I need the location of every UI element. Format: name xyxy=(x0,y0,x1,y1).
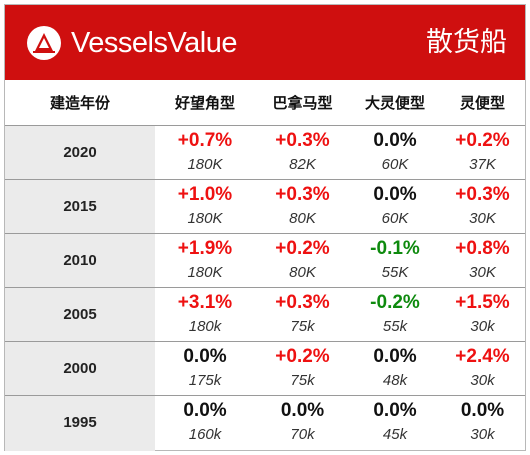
value-cell-supramax: 0.0% 48k xyxy=(350,342,440,395)
value-cell-panamax: +0.2% 80K xyxy=(255,234,350,287)
value-change-percent: 0.0% xyxy=(373,184,417,205)
vessel-size-dwt: 180K xyxy=(187,264,223,281)
value-cell-capesize: +0.7% 180K xyxy=(155,126,255,179)
build-year-cell: 2010 xyxy=(5,234,155,287)
build-year-cell: 1995 xyxy=(5,396,155,451)
vessel-size-dwt: 37K xyxy=(469,156,496,173)
value-change-percent: +0.3% xyxy=(275,184,330,205)
column-header-row: 建造年份 好望角型 巴拿马型 大灵便型 灵便型 xyxy=(5,80,525,126)
value-change-percent: +3.1% xyxy=(177,292,233,313)
value-cell-panamax: +0.3% 75k xyxy=(255,288,350,341)
value-cell-supramax: 0.0% 60K xyxy=(350,126,440,179)
value-change-percent: +0.2% xyxy=(455,130,510,151)
vessel-size-dwt: 175k xyxy=(188,372,222,389)
vessel-size-dwt: 82K xyxy=(289,156,316,173)
vessel-size-dwt: 60K xyxy=(381,210,409,227)
value-change-percent: 0.0% xyxy=(373,346,417,367)
vessel-size-dwt: 30k xyxy=(470,426,495,443)
table-row: 2020 +0.7% 180K +0.3% 82K 0.0% 60K +0.2% 37K xyxy=(5,126,525,180)
value-cell-panamax: +0.3% 80K xyxy=(255,180,350,233)
value-cell-supramax: 0.0% 60K xyxy=(350,180,440,233)
value-cell-handysize: +1.5% 30k xyxy=(440,288,525,341)
vessel-size-dwt: 45k xyxy=(382,426,408,443)
value-change-percent: +1.5% xyxy=(455,292,510,313)
vessel-size-dwt: 30k xyxy=(470,372,495,389)
value-change-percent: 0.0% xyxy=(373,400,417,421)
vessel-size-dwt: 60K xyxy=(381,156,409,173)
vesselsvalue-logo-icon xyxy=(27,26,61,60)
vessel-size-dwt: 30K xyxy=(469,264,496,281)
value-change-percent: 0.0% xyxy=(183,346,227,367)
build-year-cell: 2000 xyxy=(5,342,155,395)
page-title: 散货船 xyxy=(426,27,507,58)
column-header-panamax: 巴拿马型 xyxy=(272,94,333,112)
vessel-size-dwt: 80K xyxy=(289,210,316,227)
table-row: 2015 +1.0% 180K +0.3% 80K 0.0% 60K +0.3% 30K xyxy=(5,180,525,234)
vessel-size-dwt: 80K xyxy=(289,264,316,281)
value-change-percent: +0.3% xyxy=(275,130,330,151)
value-cell-panamax: 0.0% 70k xyxy=(255,396,350,451)
value-change-percent: +0.8% xyxy=(455,238,510,259)
build-year-cell: 2020 xyxy=(5,126,155,179)
vessel-size-dwt: 75k xyxy=(290,372,315,389)
build-year-cell: 2005 xyxy=(5,288,155,341)
vessel-size-dwt: 70k xyxy=(290,426,315,443)
table-row: 2010 +1.9% 180K +0.2% 80K -0.1% 55K +0.8% 30K xyxy=(5,234,525,288)
vessel-value-table: VesselsValue 散货船 建造年份 好望角型 巴拿马型 大灵便型 灵便型… xyxy=(4,4,526,451)
value-cell-capesize: +3.1% 180k xyxy=(155,288,255,341)
value-change-percent: 0.0% xyxy=(280,400,325,421)
value-cell-capesize: +1.0% 180K xyxy=(155,180,255,233)
table-row: 2005 +3.1% 180k +0.3% 75k -0.2% 55k +1.5% 30k xyxy=(5,288,525,342)
column-header-supramax: 大灵便型 xyxy=(364,94,425,112)
value-cell-handysize: 0.0% 30k xyxy=(440,396,525,451)
value-cell-panamax: +0.2% 75k xyxy=(255,342,350,395)
value-change-percent: +0.2% xyxy=(275,238,330,259)
value-change-percent: -0.1% xyxy=(370,238,420,259)
header-bar: VesselsValue 散货船 xyxy=(5,5,525,80)
value-cell-supramax: -0.1% 55K xyxy=(350,234,440,287)
value-cell-handysize: +0.3% 30K xyxy=(440,180,525,233)
table-row: 1995 0.0% 160k 0.0% 70k 0.0% 45k 0.0% 30k xyxy=(5,396,525,451)
table-body: 2020 +0.7% 180K +0.3% 82K 0.0% 60K +0.2% 37K 2015… xyxy=(5,126,525,451)
value-cell-capesize: +1.9% 180K xyxy=(155,234,255,287)
value-change-percent: +1.9% xyxy=(177,238,233,259)
vessel-size-dwt: 160k xyxy=(188,426,222,443)
build-year-cell: 2015 xyxy=(5,180,155,233)
value-change-percent: +0.2% xyxy=(275,346,330,367)
value-change-percent: +1.0% xyxy=(177,184,233,205)
value-change-percent: +0.3% xyxy=(455,184,510,205)
column-header-handysize: 灵便型 xyxy=(459,94,505,112)
value-change-percent: +0.7% xyxy=(177,130,233,151)
value-cell-supramax: -0.2% 55k xyxy=(350,288,440,341)
vessel-size-dwt: 75k xyxy=(290,318,315,335)
value-cell-handysize: +2.4% 30k xyxy=(440,342,525,395)
value-cell-handysize: +0.2% 37K xyxy=(440,126,525,179)
value-change-percent: 0.0% xyxy=(183,400,227,421)
vessel-size-dwt: 180K xyxy=(187,156,223,173)
value-cell-panamax: +0.3% 82K xyxy=(255,126,350,179)
value-change-percent: 0.0% xyxy=(373,130,417,151)
vessel-size-dwt: 55k xyxy=(382,318,408,335)
vessel-size-dwt: 55K xyxy=(381,264,409,281)
vessel-size-dwt: 180K xyxy=(187,210,223,227)
vessel-size-dwt: 180k xyxy=(188,318,222,335)
value-cell-handysize: +0.8% 30K xyxy=(440,234,525,287)
brand-name: VesselsValue xyxy=(71,27,237,59)
value-cell-supramax: 0.0% 45k xyxy=(350,396,440,451)
value-cell-capesize: 0.0% 160k xyxy=(155,396,255,451)
value-change-percent: +0.3% xyxy=(275,292,330,313)
value-cell-capesize: 0.0% 175k xyxy=(155,342,255,395)
vessel-size-dwt: 30k xyxy=(470,318,495,335)
value-change-percent: -0.2% xyxy=(370,292,420,313)
value-change-percent: +2.4% xyxy=(455,346,510,367)
table-row: 2000 0.0% 175k +0.2% 75k 0.0% 48k +2.4% 30k xyxy=(5,342,525,396)
column-header-capesize: 好望角型 xyxy=(174,94,235,112)
value-change-percent: 0.0% xyxy=(460,400,505,421)
vessel-size-dwt: 48k xyxy=(382,372,408,389)
column-header-year: 建造年份 xyxy=(49,94,110,112)
vessel-size-dwt: 30K xyxy=(469,210,496,227)
